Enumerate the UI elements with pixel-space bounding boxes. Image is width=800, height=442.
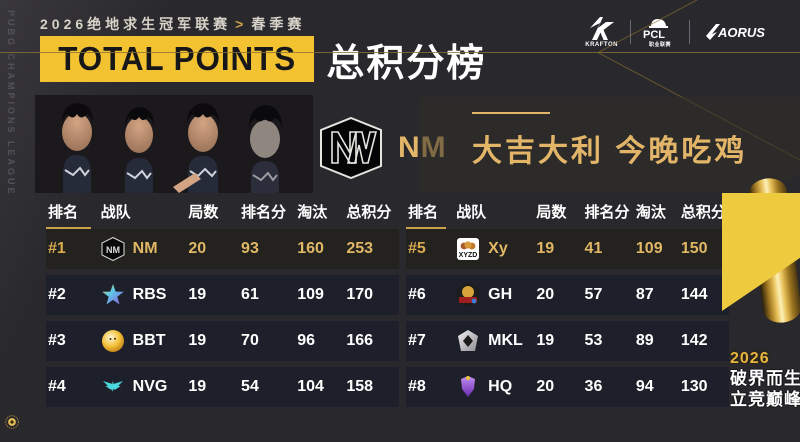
svg-text:PCL: PCL — [643, 29, 665, 41]
svg-text:NM: NM — [106, 245, 120, 255]
svg-text:XYZD: XYZD — [459, 252, 478, 259]
svg-text:AORUS: AORUS — [717, 25, 765, 40]
